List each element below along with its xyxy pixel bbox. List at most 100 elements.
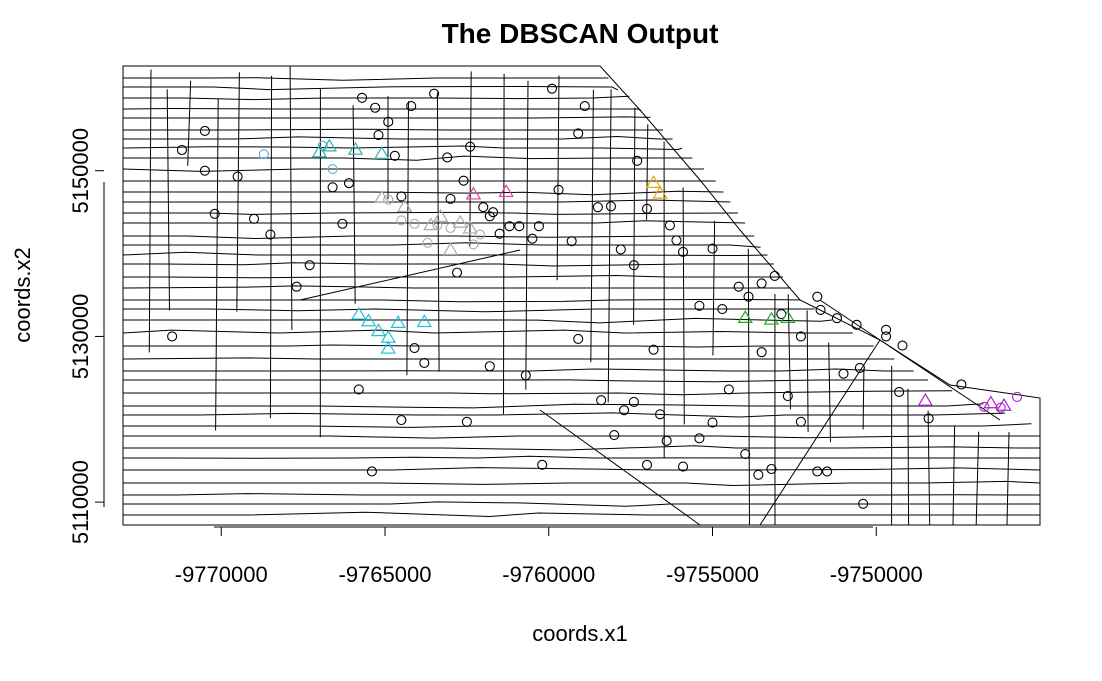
data-point-circle	[327, 182, 338, 193]
data-point-circle	[396, 191, 407, 202]
map-line	[215, 98, 219, 431]
map-line	[269, 75, 273, 419]
data-point-triangle	[442, 242, 459, 256]
series-7	[645, 174, 668, 199]
data-point-circle	[566, 236, 577, 247]
data-point-circle	[514, 221, 525, 232]
data-point-circle	[881, 331, 892, 342]
data-point-circle	[458, 175, 469, 186]
map-line	[747, 248, 750, 526]
map-line	[236, 72, 240, 312]
data-point-circle	[694, 433, 705, 444]
data-point-circle	[615, 244, 626, 255]
data-point-circle	[979, 401, 990, 412]
data-point-circle	[677, 246, 689, 257]
data-point-circle	[406, 101, 417, 112]
series-8	[737, 310, 796, 325]
series-5	[351, 306, 433, 354]
data-point-circle	[664, 220, 675, 231]
data-point-circle	[527, 233, 538, 244]
map-line	[682, 187, 685, 425]
census-tract-boundaries	[122, 65, 1041, 526]
data-point-circle	[327, 164, 338, 175]
x-axis-label: coords.x1	[532, 621, 627, 646]
map-line	[123, 298, 801, 303]
series-0	[167, 83, 967, 509]
map-line	[123, 480, 1041, 487]
data-point-circle	[209, 208, 220, 219]
map-line	[123, 423, 1032, 428]
data-point-triangle	[374, 145, 390, 159]
map-line	[539, 409, 701, 526]
data-point-circle	[504, 221, 515, 232]
data-point-circle	[373, 130, 384, 141]
data-point-circle	[465, 141, 476, 152]
map-line	[1006, 432, 1010, 526]
data-point-circle	[795, 416, 806, 427]
data-point-circle	[628, 260, 639, 271]
map-line	[952, 425, 956, 526]
map-line	[828, 342, 831, 443]
map-line	[299, 249, 521, 301]
map-line	[436, 92, 440, 372]
data-point-circle	[677, 461, 689, 472]
data-point-circle	[995, 402, 1006, 413]
data-point-circle	[520, 370, 531, 381]
data-point-circle	[337, 218, 348, 229]
x-tick-label: -9765000	[339, 562, 432, 587]
map-line	[556, 75, 560, 281]
data-point-circle	[838, 368, 849, 379]
cluster-points	[167, 83, 1023, 509]
map-line	[975, 431, 980, 526]
data-point-circle	[370, 102, 381, 113]
x-tick-label: -9770000	[175, 562, 268, 587]
map-line	[122, 285, 791, 289]
data-point-circle	[661, 435, 672, 446]
map-line	[122, 145, 683, 151]
data-point-circle	[419, 357, 430, 368]
map-line	[148, 69, 152, 353]
data-point-triangle	[347, 141, 364, 155]
map-line	[123, 412, 1006, 418]
data-point-circle	[451, 267, 463, 278]
data-point-circle	[445, 193, 456, 204]
data-point-triangle	[645, 174, 662, 188]
data-point-circle	[422, 237, 433, 248]
data-point-circle	[858, 498, 869, 509]
data-point-circle	[389, 150, 400, 161]
map-line	[907, 388, 910, 526]
map-line	[123, 403, 984, 409]
data-point-circle	[199, 165, 210, 176]
map-line	[123, 511, 1040, 518]
data-point-circle	[812, 466, 823, 477]
map-line	[166, 89, 170, 311]
map-line	[123, 190, 724, 196]
series-6	[465, 184, 514, 200]
data-point-circle	[248, 213, 260, 224]
map-line	[503, 73, 505, 415]
x-axis: -9770000 -9765000 -9760000 -9755000 -9750000	[175, 526, 923, 587]
data-point-circle	[717, 304, 728, 315]
map-line	[123, 390, 953, 396]
data-point-circle	[537, 459, 548, 470]
map-line	[123, 274, 783, 279]
map-line	[123, 235, 755, 240]
data-point-circle	[766, 463, 777, 475]
data-point-circle	[923, 413, 934, 424]
data-point-circle	[579, 101, 590, 112]
data-point-circle	[442, 152, 453, 163]
map-line	[607, 89, 612, 403]
data-point-triangle	[498, 184, 514, 198]
data-point-circle	[641, 203, 653, 214]
data-point-circle	[592, 202, 603, 213]
map-line	[759, 339, 881, 526]
data-point-circle	[258, 149, 269, 160]
data-point-circle	[782, 391, 793, 402]
data-point-circle	[707, 417, 718, 428]
data-point-circle	[894, 386, 905, 397]
map-line	[122, 329, 853, 334]
data-point-circle	[769, 270, 780, 281]
data-point-circle	[573, 333, 584, 344]
map-line	[123, 242, 761, 248]
data-point-circle	[628, 396, 639, 407]
